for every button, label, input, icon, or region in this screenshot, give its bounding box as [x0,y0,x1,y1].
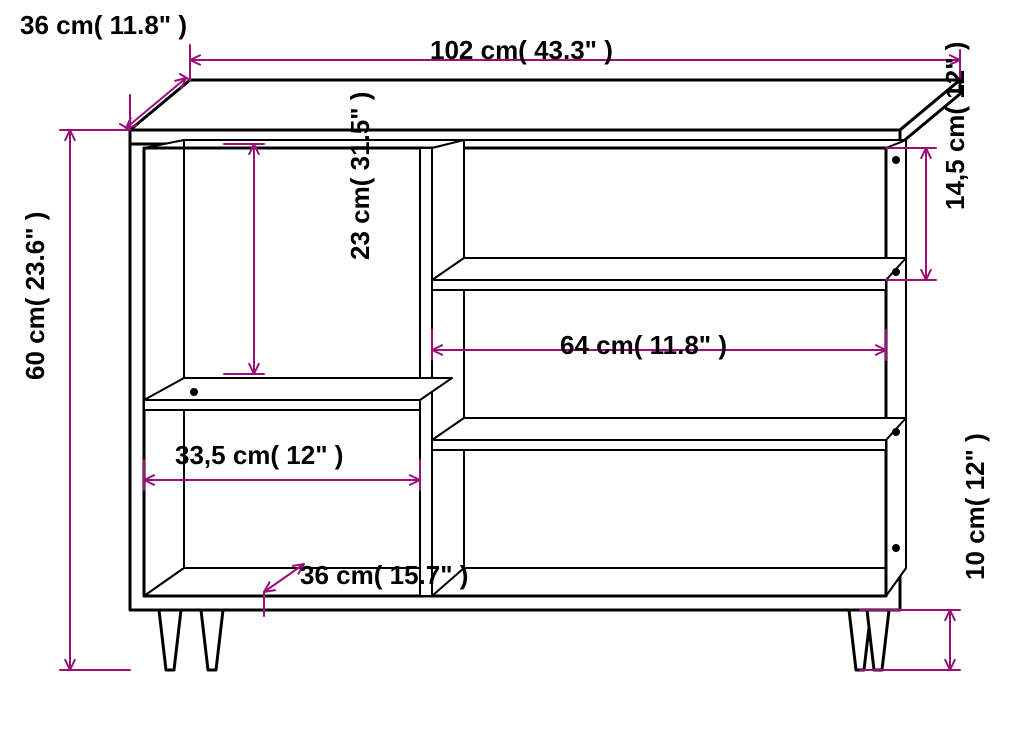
dim-innerh-label: 23 cm( 31.5" ) [345,92,376,260]
dim-innerd-label: 36 cm( 15.7" ) [300,560,468,591]
dim-innerwr-label: 64 cm( 11.8" ) [560,330,727,361]
dim-width-label: 102 cm( 43.3" ) [430,35,613,66]
dim-depth-label: 36 cm( 11.8" ) [20,10,187,41]
dim-shelfh-label: 14,5 cm( 12" ) [940,42,971,210]
dim-leg-label: 10 cm( 12" ) [960,433,991,580]
dim-height-label: 60 cm( 23.6" ) [20,212,51,380]
dim-innerwl-label: 33,5 cm( 12" ) [175,440,343,471]
